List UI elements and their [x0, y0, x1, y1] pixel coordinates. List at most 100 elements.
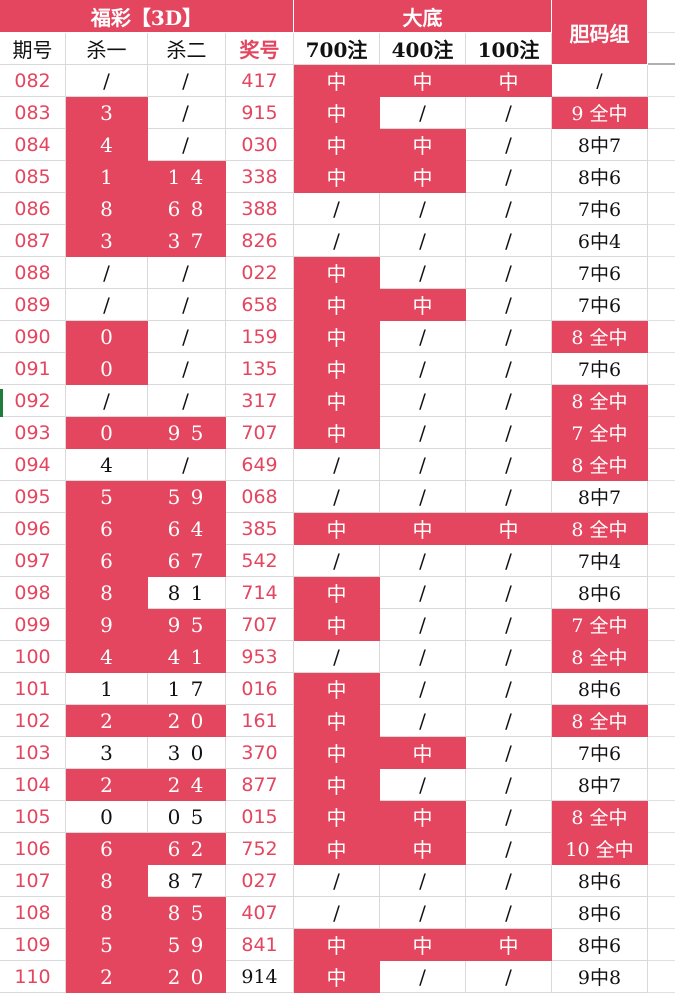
kill-two-cell[interactable]: / [148, 257, 226, 289]
kill-one-cell[interactable]: 5 [66, 929, 148, 961]
kill-one-cell[interactable]: 4 [66, 641, 148, 673]
kill-one-cell[interactable]: / [66, 289, 148, 321]
bet-700-cell[interactable]: 中 [294, 321, 380, 353]
kill-two-cell[interactable]: 9 5 [148, 417, 226, 449]
kill-one-cell[interactable]: 9 [66, 609, 148, 641]
bet-400-cell[interactable]: / [380, 545, 466, 577]
header-700-bets[interactable]: 700注 [294, 33, 380, 65]
kill-two-cell[interactable]: 0 5 [148, 801, 226, 833]
bet-400-cell[interactable]: / [380, 641, 466, 673]
period-cell[interactable]: 096 [0, 513, 66, 545]
danma-result-cell[interactable]: 8中6 [552, 161, 648, 193]
draw-number-cell[interactable]: 841 [226, 929, 294, 961]
period-cell[interactable]: 098 [0, 577, 66, 609]
bet-700-cell[interactable]: 中 [294, 737, 380, 769]
danma-result-cell[interactable]: 8 全中 [552, 385, 648, 417]
bet-400-cell[interactable]: / [380, 769, 466, 801]
danma-result-cell[interactable]: 7 全中 [552, 417, 648, 449]
bet-400-cell[interactable]: / [380, 705, 466, 737]
period-cell[interactable]: 108 [0, 897, 66, 929]
kill-two-cell[interactable]: 2 0 [148, 705, 226, 737]
bet-700-cell[interactable]: / [294, 545, 380, 577]
bet-700-cell[interactable]: 中 [294, 833, 380, 865]
kill-two-cell[interactable]: / [148, 321, 226, 353]
bet-400-cell[interactable]: 中 [380, 129, 466, 161]
bet-700-cell[interactable]: 中 [294, 65, 380, 97]
bet-400-cell[interactable]: 中 [380, 929, 466, 961]
kill-one-cell[interactable]: 8 [66, 193, 148, 225]
kill-two-cell[interactable]: 6 2 [148, 833, 226, 865]
danma-result-cell[interactable]: 8 全中 [552, 321, 648, 353]
bet-400-cell[interactable]: 中 [380, 289, 466, 321]
danma-result-cell[interactable]: 9中8 [552, 961, 648, 993]
draw-number-cell[interactable]: 417 [226, 65, 294, 97]
danma-result-cell[interactable]: 8 全中 [552, 513, 648, 545]
period-cell[interactable]: 090 [0, 321, 66, 353]
draw-number-cell[interactable]: 542 [226, 545, 294, 577]
period-cell[interactable]: 106 [0, 833, 66, 865]
kill-two-cell[interactable]: 9 5 [148, 609, 226, 641]
bet-400-cell[interactable]: / [380, 353, 466, 385]
header-kill-one[interactable]: 杀一 [66, 33, 148, 65]
period-cell[interactable]: 104 [0, 769, 66, 801]
kill-one-cell[interactable]: 1 [66, 673, 148, 705]
header-danma-group[interactable]: 胆码组 [552, 0, 648, 65]
period-cell[interactable]: 110 [0, 961, 66, 993]
draw-number-cell[interactable]: 068 [226, 481, 294, 513]
period-cell[interactable]: 102 [0, 705, 66, 737]
kill-one-cell[interactable]: 4 [66, 449, 148, 481]
kill-one-cell[interactable]: 6 [66, 545, 148, 577]
danma-result-cell[interactable]: 10 全中 [552, 833, 648, 865]
kill-one-cell[interactable]: 5 [66, 481, 148, 513]
header-100-bets[interactable]: 100注 [466, 33, 552, 65]
kill-one-cell[interactable]: 8 [66, 577, 148, 609]
kill-one-cell[interactable]: / [66, 385, 148, 417]
kill-two-cell[interactable]: / [148, 289, 226, 321]
draw-number-cell[interactable]: 407 [226, 897, 294, 929]
bet-100-cell[interactable]: / [466, 865, 552, 897]
kill-one-cell[interactable]: 3 [66, 97, 148, 129]
period-cell[interactable]: 089 [0, 289, 66, 321]
kill-two-cell[interactable]: / [148, 97, 226, 129]
bet-700-cell[interactable]: 中 [294, 513, 380, 545]
period-cell[interactable]: 091 [0, 353, 66, 385]
bet-400-cell[interactable]: / [380, 449, 466, 481]
draw-number-cell[interactable]: 388 [226, 193, 294, 225]
kill-one-cell[interactable]: 2 [66, 769, 148, 801]
danma-result-cell[interactable]: 8中6 [552, 865, 648, 897]
draw-number-cell[interactable]: 135 [226, 353, 294, 385]
danma-result-cell[interactable]: 6中4 [552, 225, 648, 257]
kill-one-cell[interactable]: 4 [66, 129, 148, 161]
kill-one-cell[interactable]: 8 [66, 865, 148, 897]
bet-700-cell[interactable]: 中 [294, 353, 380, 385]
period-cell[interactable]: 085 [0, 161, 66, 193]
kill-two-cell[interactable]: 2 4 [148, 769, 226, 801]
kill-two-cell[interactable]: 3 7 [148, 225, 226, 257]
danma-result-cell[interactable]: 7中6 [552, 257, 648, 289]
bet-400-cell[interactable]: 中 [380, 513, 466, 545]
kill-two-cell[interactable]: 6 8 [148, 193, 226, 225]
kill-two-cell[interactable]: 8 7 [148, 865, 226, 897]
bet-100-cell[interactable]: / [466, 609, 552, 641]
kill-one-cell[interactable]: 6 [66, 513, 148, 545]
danma-result-cell[interactable]: 8 全中 [552, 801, 648, 833]
period-cell[interactable]: 083 [0, 97, 66, 129]
bet-100-cell[interactable]: 中 [466, 513, 552, 545]
bet-400-cell[interactable]: / [380, 385, 466, 417]
bet-400-cell[interactable]: / [380, 897, 466, 929]
draw-number-cell[interactable]: 022 [226, 257, 294, 289]
period-cell[interactable]: 101 [0, 673, 66, 705]
kill-one-cell[interactable]: 0 [66, 801, 148, 833]
bet-100-cell[interactable]: / [466, 897, 552, 929]
kill-one-cell[interactable]: 0 [66, 353, 148, 385]
header-kill-two[interactable]: 杀二 [148, 33, 226, 65]
draw-number-cell[interactable]: 707 [226, 609, 294, 641]
period-cell[interactable]: 095 [0, 481, 66, 513]
kill-one-cell[interactable]: 0 [66, 321, 148, 353]
bet-100-cell[interactable]: / [466, 353, 552, 385]
period-cell[interactable]: 099 [0, 609, 66, 641]
bet-700-cell[interactable]: 中 [294, 609, 380, 641]
period-cell[interactable]: 087 [0, 225, 66, 257]
bet-400-cell[interactable]: / [380, 577, 466, 609]
bet-400-cell[interactable]: 中 [380, 833, 466, 865]
